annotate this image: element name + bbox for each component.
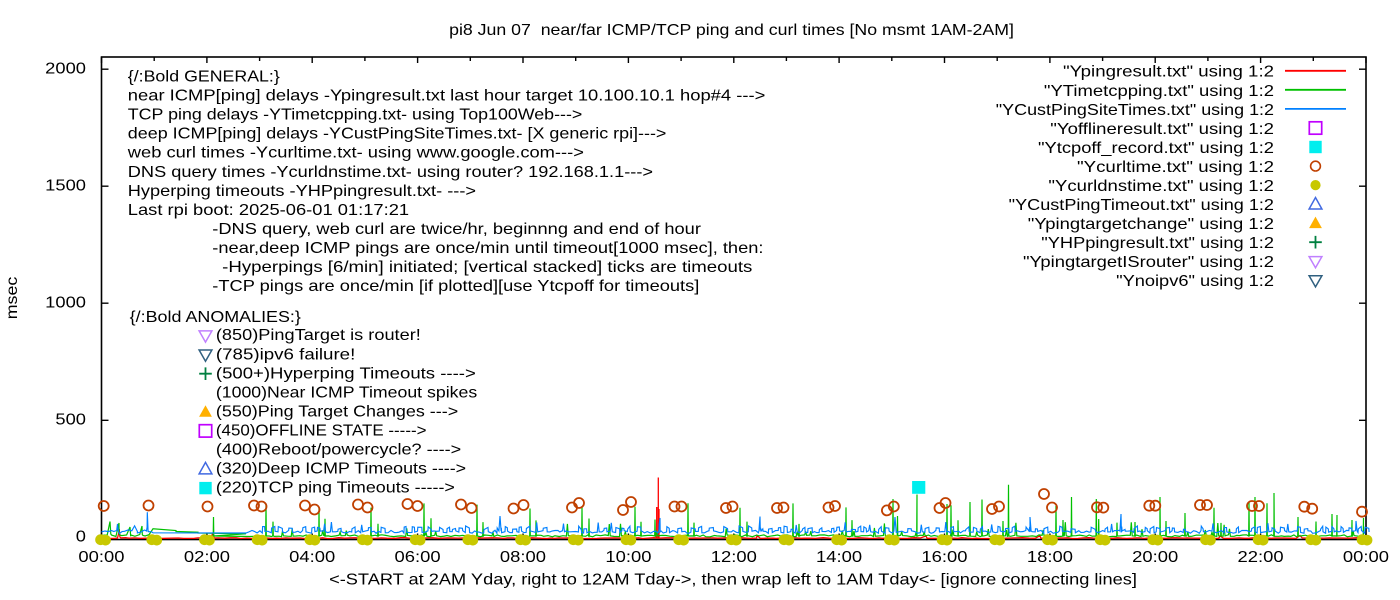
svg-text:(1000)Near ICMP Timeout spikes: (1000)Near ICMP Timeout spikes xyxy=(216,384,477,401)
svg-text:-DNS query, web curl are twice: -DNS query, web curl are twice/hr, begin… xyxy=(212,221,701,238)
svg-text:DNS query times -Ycurldnstime.: DNS query times -Ycurldnstime.txt- using… xyxy=(128,164,653,181)
svg-text:(320)Deep ICMP Timeouts ---->: (320)Deep ICMP Timeouts ----> xyxy=(216,461,466,478)
svg-text:12:00: 12:00 xyxy=(711,549,757,566)
svg-text:"Ypingresult.txt" using 1:2: "Ypingresult.txt" using 1:2 xyxy=(1063,64,1274,81)
svg-text:16:00: 16:00 xyxy=(921,549,967,566)
svg-text:00:00: 00:00 xyxy=(78,549,124,566)
svg-text:06:00: 06:00 xyxy=(395,549,441,566)
svg-text:0: 0 xyxy=(76,529,86,546)
svg-text:(785)ipv6 failure!: (785)ipv6 failure! xyxy=(216,346,355,363)
svg-text:(500+)Hyperping Timeouts ---->: (500+)Hyperping Timeouts ----> xyxy=(216,365,476,382)
svg-text:deep ICMP[ping] delays -YCustP: deep ICMP[ping] delays -YCustPingSiteTim… xyxy=(128,126,667,143)
svg-text:"Yofflineresult.txt" using 1:2: "Yofflineresult.txt" using 1:2 xyxy=(1050,121,1274,138)
svg-text:"YCustPingSiteTimes.txt" using: "YCustPingSiteTimes.txt" using 1:2 xyxy=(996,102,1274,119)
svg-text:1000: 1000 xyxy=(45,295,86,312)
svg-text:(850)PingTarget is router!: (850)PingTarget is router! xyxy=(216,327,421,344)
svg-text:web curl times -Ycurltime.txt-: web curl times -Ycurltime.txt- using www… xyxy=(127,145,584,162)
svg-text:"YCustPingTimeout.txt" using 1: "YCustPingTimeout.txt" using 1:2 xyxy=(1009,197,1274,214)
svg-text:(400)Reboot/powercycle? ---->: (400)Reboot/powercycle? ----> xyxy=(216,442,461,459)
svg-text:Hyperping timeouts -YHPpingres: Hyperping timeouts -YHPpingresult.txt- -… xyxy=(128,183,476,200)
svg-text:(450)OFFLINE STATE ----->: (450)OFFLINE STATE -----> xyxy=(216,423,427,440)
svg-text:{/:Bold GENERAL:}: {/:Bold GENERAL:} xyxy=(128,69,281,86)
svg-text:msec: msec xyxy=(4,277,21,320)
svg-text:"YHPpingresult.txt" using 1:2: "YHPpingresult.txt" using 1:2 xyxy=(1041,235,1274,252)
svg-text:500: 500 xyxy=(55,412,86,429)
svg-text:TCP ping delays -YTimetcpping.: TCP ping delays -YTimetcpping.txt- using… xyxy=(128,107,583,124)
svg-text:near ICMP[ping] delays -Ypingr: near ICMP[ping] delays -Ypingresult.txt … xyxy=(128,88,766,105)
svg-text:"Ycurltime.txt" using 1:2: "Ycurltime.txt" using 1:2 xyxy=(1077,159,1274,176)
svg-text:pi8 Jun 07 near/far ICMP/TCP: pi8 Jun 07 near/far ICMP/TCP ping and cu… xyxy=(449,22,1014,39)
svg-text:10:00: 10:00 xyxy=(605,549,651,566)
svg-text:-TCP pings are once/min [if pl: -TCP pings are once/min [if plotted][use… xyxy=(212,278,699,295)
svg-text:-Hyperpings [6/min] initiated;: -Hyperpings [6/min] initiated; [vertical… xyxy=(222,259,752,276)
svg-text:"Ypingtargetchange" using 1:2: "Ypingtargetchange" using 1:2 xyxy=(1028,216,1274,233)
svg-text:Last rpi boot: 2025-06-01 01:1: Last rpi boot: 2025-06-01 01:17:21 xyxy=(128,202,409,219)
svg-text:"YTimetcpping.txt" using 1:2: "YTimetcpping.txt" using 1:2 xyxy=(1044,83,1274,100)
svg-text:18:00: 18:00 xyxy=(1027,549,1073,566)
svg-text:04:00: 04:00 xyxy=(289,549,335,566)
svg-text:"Ynoipv6" using 1:2: "Ynoipv6" using 1:2 xyxy=(1116,273,1274,290)
svg-text:<-START at 2AM Yday, right to: <-START at 2AM Yday, right to 12AM Tday-… xyxy=(329,572,1137,589)
svg-text:"Ytcpoff_record.txt" using 1:2: "Ytcpoff_record.txt" using 1:2 xyxy=(1038,140,1274,157)
svg-text:14:00: 14:00 xyxy=(816,549,862,566)
svg-text:22:00: 22:00 xyxy=(1238,549,1284,566)
svg-text:1500: 1500 xyxy=(45,178,86,195)
svg-text:(220)TCP ping Timeouts ----->: (220)TCP ping Timeouts -----> xyxy=(216,480,455,497)
svg-text:2000: 2000 xyxy=(45,61,86,78)
svg-text:00:00: 00:00 xyxy=(1343,549,1389,566)
svg-text:20:00: 20:00 xyxy=(1132,549,1178,566)
svg-text:02:00: 02:00 xyxy=(184,549,230,566)
svg-text:-near,deep ICMP pings are once: -near,deep ICMP pings are once/min until… xyxy=(212,240,763,257)
svg-text:"Ycurldnstime.txt" using 1:2: "Ycurldnstime.txt" using 1:2 xyxy=(1048,178,1274,195)
svg-text:"YpingtargetISrouter" using 1:: "YpingtargetISrouter" using 1:2 xyxy=(1023,254,1274,271)
svg-text:{/:Bold ANOMALIES:}: {/:Bold ANOMALIES:} xyxy=(130,309,302,326)
svg-text:08:00: 08:00 xyxy=(500,549,546,566)
svg-text:(550)Ping Target Changes --->: (550)Ping Target Changes ---> xyxy=(216,403,458,420)
